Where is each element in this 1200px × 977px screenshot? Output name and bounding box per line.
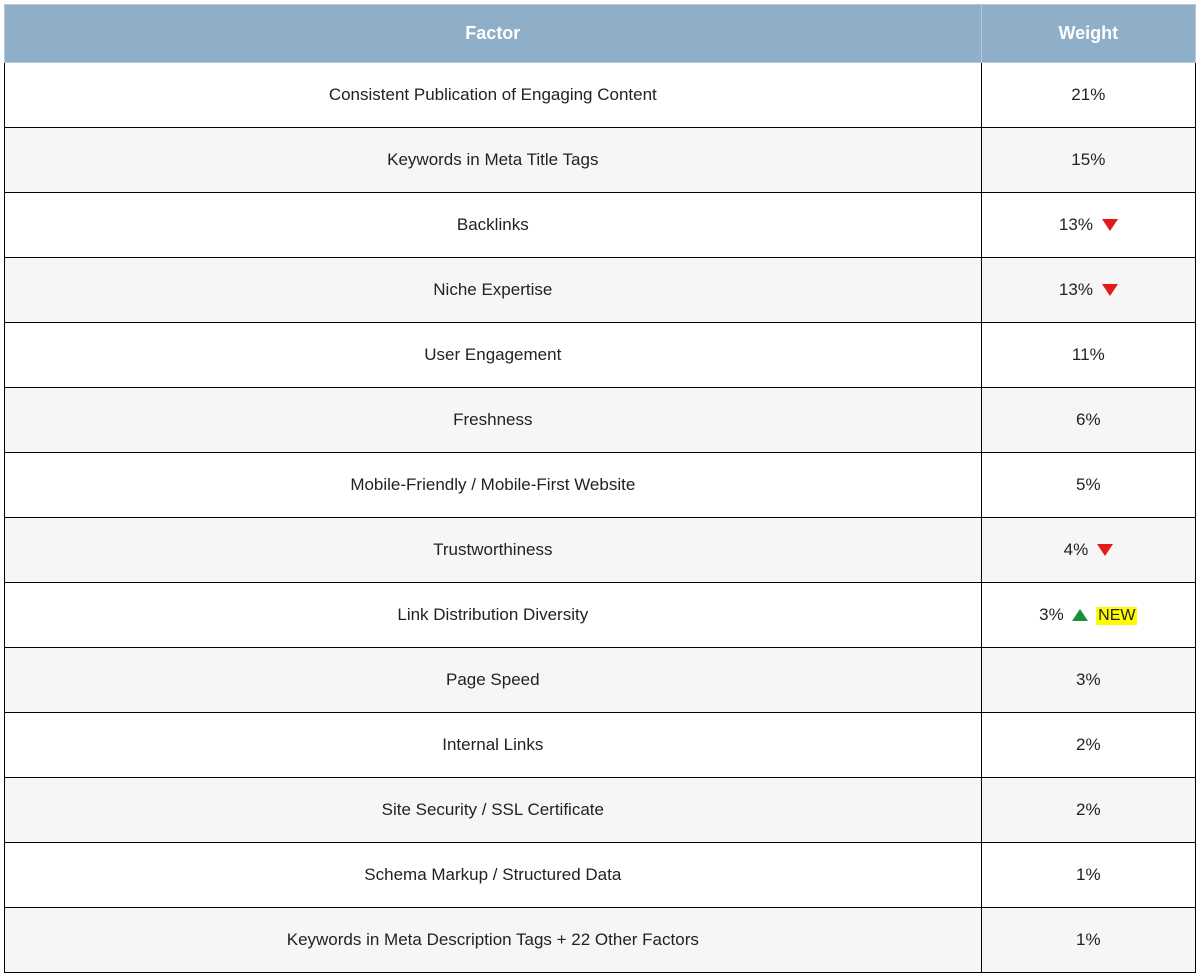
weight-value: 15% xyxy=(1071,150,1105,169)
factors-table-container: Factor Weight Consistent Publication of … xyxy=(4,4,1196,973)
table-row: User Engagement 11% xyxy=(5,323,1196,388)
factor-cell: Internal Links xyxy=(5,713,982,778)
table-header-row: Factor Weight xyxy=(5,5,1196,63)
factor-cell: Consistent Publication of Engaging Conte… xyxy=(5,63,982,128)
factor-cell: Keywords in Meta Description Tags + 22 O… xyxy=(5,908,982,973)
weight-value: 2% xyxy=(1076,735,1101,754)
column-header-factor: Factor xyxy=(5,5,982,63)
weight-value: 13% xyxy=(1059,280,1093,299)
table-row: Consistent Publication of Engaging Conte… xyxy=(5,63,1196,128)
table-row: Schema Markup / Structured Data 1% xyxy=(5,843,1196,908)
weight-value: 2% xyxy=(1076,800,1101,819)
weight-cell: 1% xyxy=(981,908,1195,973)
weight-cell: 2% xyxy=(981,713,1195,778)
weight-cell: 1% xyxy=(981,843,1195,908)
trend-down-icon xyxy=(1097,544,1113,556)
weight-cell: 13% xyxy=(981,193,1195,258)
weight-value: 4% xyxy=(1064,540,1089,559)
table-row: Site Security / SSL Certificate 2% xyxy=(5,778,1196,843)
table-row: Freshness 6% xyxy=(5,388,1196,453)
weight-value: 11% xyxy=(1072,345,1105,364)
table-row: Internal Links 2% xyxy=(5,713,1196,778)
weight-value: 1% xyxy=(1076,930,1101,949)
table-row: Keywords in Meta Title Tags 15% xyxy=(5,128,1196,193)
weight-value: 3% xyxy=(1076,670,1101,689)
weight-value: 21% xyxy=(1071,85,1105,104)
weight-cell: 21% xyxy=(981,63,1195,128)
factor-cell: Keywords in Meta Title Tags xyxy=(5,128,982,193)
table-row: Trustworthiness 4% xyxy=(5,518,1196,583)
table-row: Keywords in Meta Description Tags + 22 O… xyxy=(5,908,1196,973)
factor-cell: Link Distribution Diversity xyxy=(5,583,982,648)
factor-cell: Site Security / SSL Certificate xyxy=(5,778,982,843)
weight-value: 1% xyxy=(1076,865,1101,884)
weight-value: 5% xyxy=(1076,475,1101,494)
weight-value: 13% xyxy=(1059,215,1093,234)
trend-down-icon xyxy=(1102,219,1118,231)
weight-cell: 3% xyxy=(981,648,1195,713)
weight-cell: 15% xyxy=(981,128,1195,193)
new-badge: NEW xyxy=(1096,607,1137,625)
weight-cell: 4% xyxy=(981,518,1195,583)
factor-cell: User Engagement xyxy=(5,323,982,388)
table-row: Mobile-Friendly / Mobile-First Website 5% xyxy=(5,453,1196,518)
weight-cell: 3% NEW xyxy=(981,583,1195,648)
trend-down-icon xyxy=(1102,284,1118,296)
trend-up-icon xyxy=(1072,609,1088,621)
table-body: Consistent Publication of Engaging Conte… xyxy=(5,63,1196,973)
factors-table: Factor Weight Consistent Publication of … xyxy=(4,4,1196,973)
factor-cell: Freshness xyxy=(5,388,982,453)
factor-cell: Niche Expertise xyxy=(5,258,982,323)
factor-cell: Backlinks xyxy=(5,193,982,258)
weight-cell: 5% xyxy=(981,453,1195,518)
weight-cell: 6% xyxy=(981,388,1195,453)
table-row: Link Distribution Diversity3% NEW xyxy=(5,583,1196,648)
column-header-weight: Weight xyxy=(981,5,1195,63)
table-row: Backlinks 13% xyxy=(5,193,1196,258)
weight-cell: 13% xyxy=(981,258,1195,323)
weight-value: 6% xyxy=(1076,410,1101,429)
weight-cell: 2% xyxy=(981,778,1195,843)
factor-cell: Mobile-Friendly / Mobile-First Website xyxy=(5,453,982,518)
factor-cell: Trustworthiness xyxy=(5,518,982,583)
table-row: Page Speed 3% xyxy=(5,648,1196,713)
factor-cell: Schema Markup / Structured Data xyxy=(5,843,982,908)
table-row: Niche Expertise 13% xyxy=(5,258,1196,323)
weight-value: 3% xyxy=(1039,605,1064,624)
weight-cell: 11% xyxy=(981,323,1195,388)
factor-cell: Page Speed xyxy=(5,648,982,713)
